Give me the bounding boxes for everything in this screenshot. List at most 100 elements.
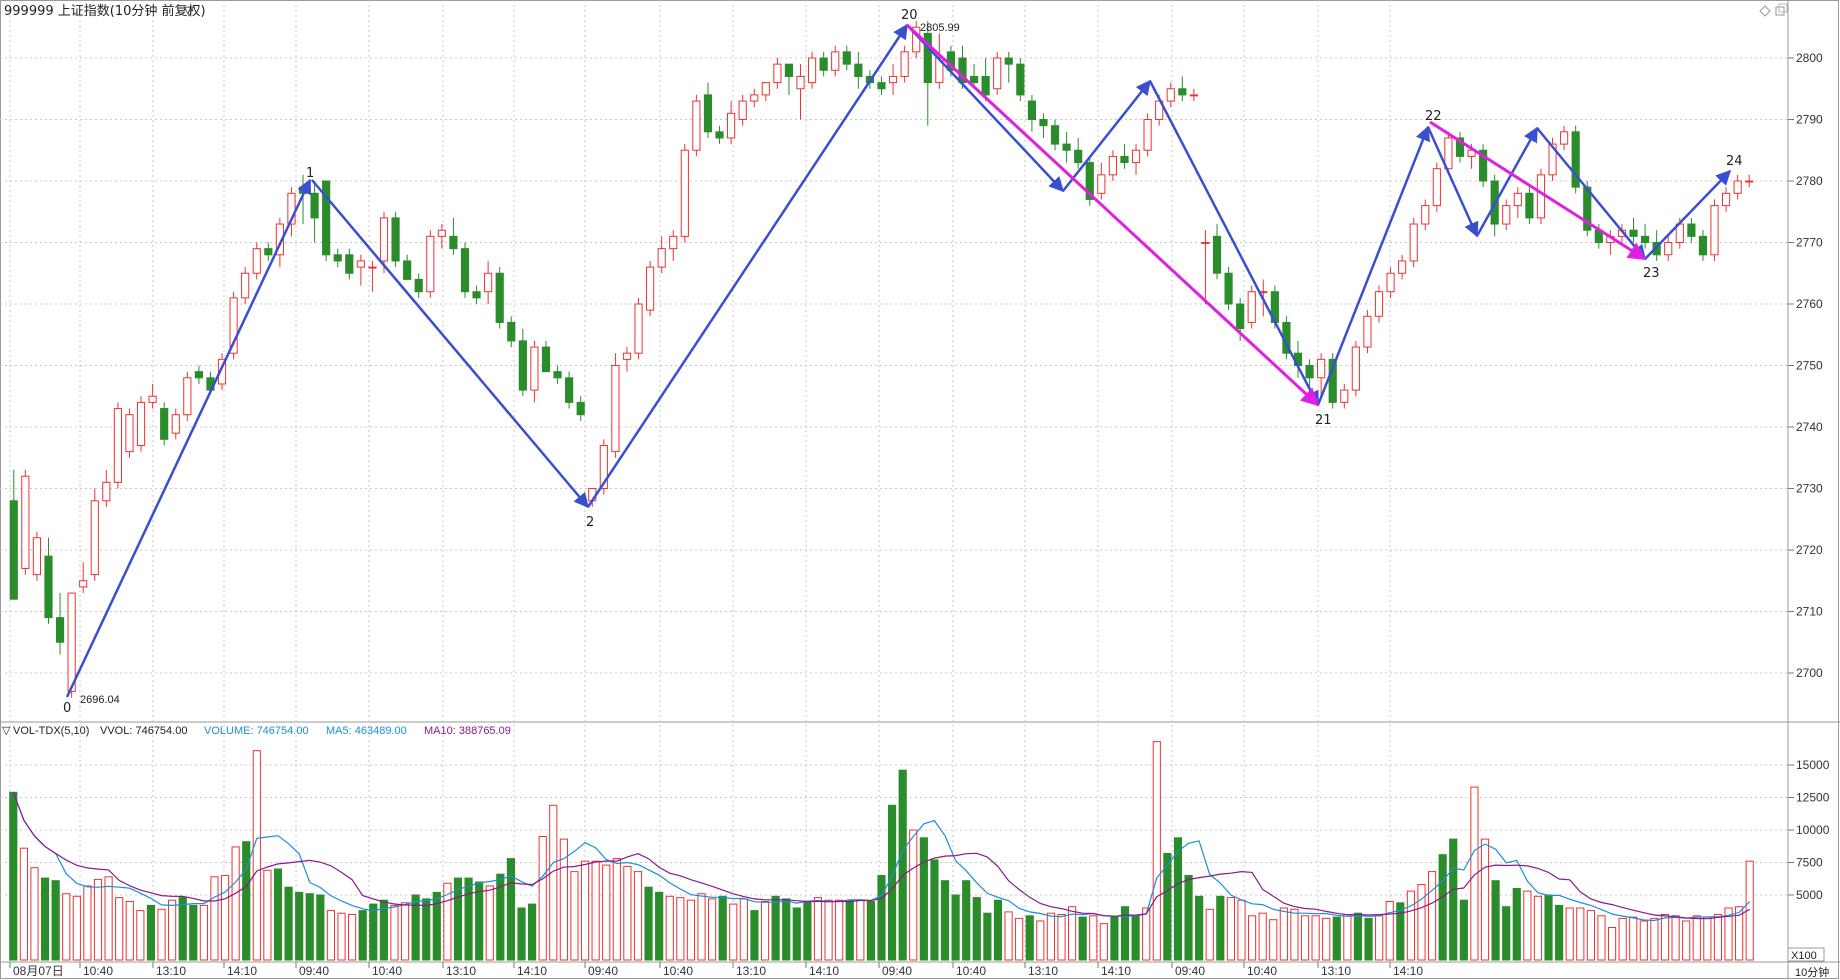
volume-bar (1512, 888, 1521, 961)
candle-body (1039, 119, 1048, 127)
candle-body (1328, 358, 1337, 403)
candle-body (646, 266, 655, 311)
ma10-value: MA10: 388765.09 (424, 725, 511, 737)
volume-bar (1237, 899, 1246, 961)
candle-body (1016, 63, 1025, 96)
volume-bar (1745, 860, 1754, 961)
candle-body (1108, 155, 1117, 176)
candle-body (183, 377, 192, 416)
candle-body (322, 180, 331, 256)
volume-bar (475, 881, 484, 961)
volume-bar (115, 897, 124, 961)
candle-body (1166, 88, 1175, 102)
volume-bar (390, 904, 399, 961)
volume-bar (792, 907, 801, 961)
ma10-line (12, 792, 1750, 920)
volume-bar (9, 791, 18, 961)
candle-body (518, 340, 527, 391)
candle-body (148, 395, 157, 403)
trend-line (1429, 120, 1647, 261)
candle-body (1004, 57, 1013, 65)
restore-icon[interactable] (1775, 6, 1785, 16)
candle-body (877, 82, 886, 90)
volume-bar (1110, 916, 1119, 961)
volume-bar (422, 898, 431, 961)
candle-body (1525, 192, 1534, 219)
candle-body (541, 346, 551, 373)
volume-bar (888, 804, 897, 961)
candle-body (854, 63, 863, 77)
volume-bar (40, 877, 50, 961)
x-tick-label: 13:10 (736, 964, 766, 978)
volume-bar (1533, 895, 1543, 961)
volume-bar (951, 894, 960, 961)
volume-bar (485, 885, 494, 961)
wave-label-20: 20 (901, 8, 918, 23)
candle-body (90, 500, 99, 576)
volume-bar (782, 898, 791, 961)
ma5-value: MA5: 463489.00 (326, 725, 407, 737)
x-tick-label: 14:10 (809, 964, 839, 978)
price-axis: 2700 2710 2720 2730 2740 2750 2760 2770 2780 2790… (1788, 51, 1823, 680)
volume-bar (83, 885, 92, 961)
triangle-down-icon[interactable]: ▽ (2, 725, 11, 737)
vol-indicator-name[interactable]: VOL-TDX(5,10) (13, 725, 89, 737)
volume-bar (220, 875, 230, 961)
volume-bar (1173, 837, 1183, 961)
candle-body (1085, 162, 1094, 200)
volume-bar (51, 880, 60, 961)
candle-body (67, 592, 76, 692)
x-tick-label: 10:40 (372, 964, 402, 978)
wave-line (65, 178, 312, 698)
volume-bar (1555, 904, 1564, 961)
diamond-icon[interactable] (1759, 5, 1771, 17)
candle-body (1536, 174, 1546, 219)
wave-line (1475, 126, 1539, 237)
candle-body (125, 414, 134, 453)
x-tick-label: 09:40 (299, 964, 329, 978)
volume-bar (771, 895, 780, 961)
wave-line (1426, 126, 1479, 238)
candle-body (900, 51, 909, 77)
candle-body (1502, 205, 1511, 225)
candle-body (1178, 88, 1187, 96)
candle-body (530, 346, 539, 391)
x-tick-label: 10:40 (663, 964, 693, 978)
period-label[interactable]: 10分钟 (1795, 965, 1829, 979)
candle-body (796, 75, 805, 90)
volume-bar (1046, 912, 1055, 961)
volume-bar (1735, 906, 1744, 961)
candle-body (599, 444, 608, 490)
chart-title[interactable]: 999999 上证指数(10分钟 前复权) (4, 3, 206, 19)
x-tick-label: 14:10 (227, 964, 257, 978)
volume-bar (263, 869, 272, 961)
triangle-down-icon[interactable]: ▽ (184, 4, 194, 19)
volume-bar (602, 864, 611, 961)
x-tick-label: 09:40 (1175, 964, 1205, 978)
candle-body (1733, 180, 1742, 194)
candle-body (484, 272, 493, 293)
volume-bar (1459, 899, 1468, 961)
volume-bar (1639, 920, 1648, 961)
volume-bar (369, 903, 378, 961)
y-tick-label: 12500 (1796, 791, 1830, 805)
volume-bar (750, 910, 759, 961)
volume-bar (1099, 923, 1108, 961)
volume-bar (125, 901, 134, 961)
candle-body (1351, 346, 1360, 391)
wave-label-23: 23 (1643, 266, 1660, 281)
window-controls (1759, 3, 1788, 17)
y-tick-label: 2710 (1796, 605, 1823, 619)
candle-body (1548, 143, 1557, 176)
candle-body (1363, 315, 1372, 348)
volume-bar (909, 829, 918, 961)
volume-bar (655, 891, 664, 961)
candle-body (217, 358, 227, 385)
candle-body (171, 414, 180, 434)
volume-bar (1470, 786, 1479, 961)
volume-bars (9, 741, 1754, 961)
y-tick-label: 2790 (1796, 113, 1823, 127)
candle-body (32, 537, 42, 576)
volume-bar (1247, 915, 1257, 961)
vvol-value: VVOL: 746754.00 (100, 725, 187, 737)
